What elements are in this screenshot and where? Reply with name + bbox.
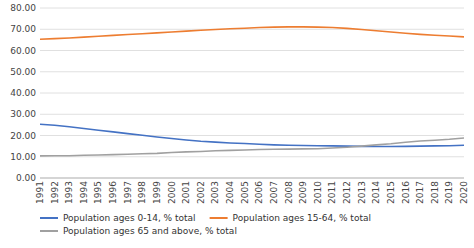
x-tick-label: 2020: [459, 181, 469, 204]
chart: 0.00 10.00 20.00 30.00 40.00 50.00 60.00 70.00 8…: [0, 0, 474, 248]
x-axis-line: [40, 178, 464, 179]
grid-line: [40, 29, 464, 30]
legend-label: Population ages 0-14, % total: [63, 213, 196, 223]
x-tick-label: 2009: [298, 181, 308, 204]
x-tick-label: 2012: [342, 181, 352, 204]
x-tick-label: 2014: [371, 181, 381, 204]
x-tick-label: 2017: [415, 181, 425, 204]
grid-line: [40, 156, 464, 157]
legend-swatch: [40, 217, 58, 219]
legend-swatch: [210, 217, 228, 219]
x-tick-label: 1996: [108, 181, 118, 204]
x-tick-label: 2007: [269, 181, 279, 204]
legend-item: Population ages 0-14, % total: [40, 213, 196, 223]
y-tick-label: 30.00: [10, 109, 36, 119]
x-tick-label: 2000: [167, 181, 177, 204]
y-tick-label: 40.00: [10, 88, 36, 98]
y-tick-label: 60.00: [10, 46, 36, 56]
x-tick-label: 2004: [225, 181, 235, 204]
x-tick-label: 2002: [196, 181, 206, 204]
legend-label: Population ages 65 and above, % total: [63, 226, 237, 236]
y-tick-label: 50.00: [10, 67, 36, 77]
x-tick-label: 2010: [313, 181, 323, 204]
x-tick-label: 2018: [430, 181, 440, 204]
x-tick-label: 2005: [240, 181, 250, 204]
legend: Population ages 0-14, % total Population …: [40, 213, 371, 236]
y-tick-label: 20.00: [10, 131, 36, 141]
grid-line: [40, 135, 464, 136]
y-tick-label: 0.00: [16, 173, 36, 183]
x-tick-label: 2013: [357, 181, 367, 204]
y-grid: [40, 8, 464, 178]
y-tick-label: 70.00: [10, 24, 36, 34]
x-tick-label: 2001: [181, 181, 191, 204]
legend-swatch: [40, 230, 58, 232]
y-tick-label: 10.00: [10, 152, 36, 162]
legend-item: Population ages 65 and above, % total: [40, 226, 237, 236]
x-tick-label: 1991: [35, 181, 45, 204]
x-tick-label: 2006: [254, 181, 264, 204]
grid-line: [40, 50, 464, 51]
lines: [40, 27, 464, 156]
x-tick-label: 1999: [152, 181, 162, 204]
grid-line: [40, 114, 464, 115]
x-tick-label: 2015: [386, 181, 396, 204]
y-tick-label: 80.00: [10, 3, 36, 13]
x-tick-label: 1992: [50, 181, 60, 204]
grid-line: [40, 178, 464, 179]
x-tick-label: 2008: [284, 181, 294, 204]
series-line: [40, 27, 464, 39]
x-tick-label: 1997: [123, 181, 133, 204]
x-tick-label: 2016: [401, 181, 411, 204]
x-tick-label: 1994: [79, 181, 89, 204]
grid-line: [40, 93, 464, 94]
x-tick-label: 2019: [444, 181, 454, 204]
grid-line: [40, 71, 464, 72]
x-tick-label: 2011: [327, 181, 337, 204]
series-line: [40, 138, 464, 156]
x-tick-label: 1998: [137, 181, 147, 204]
grid-line: [40, 8, 464, 9]
legend-label: Population ages 15-64, % total: [233, 213, 371, 223]
x-tick-label: 2003: [210, 181, 220, 204]
x-tick-label: 1995: [93, 181, 103, 204]
legend-item: Population ages 15-64, % total: [210, 213, 371, 223]
x-tick-label: 1993: [64, 181, 74, 204]
